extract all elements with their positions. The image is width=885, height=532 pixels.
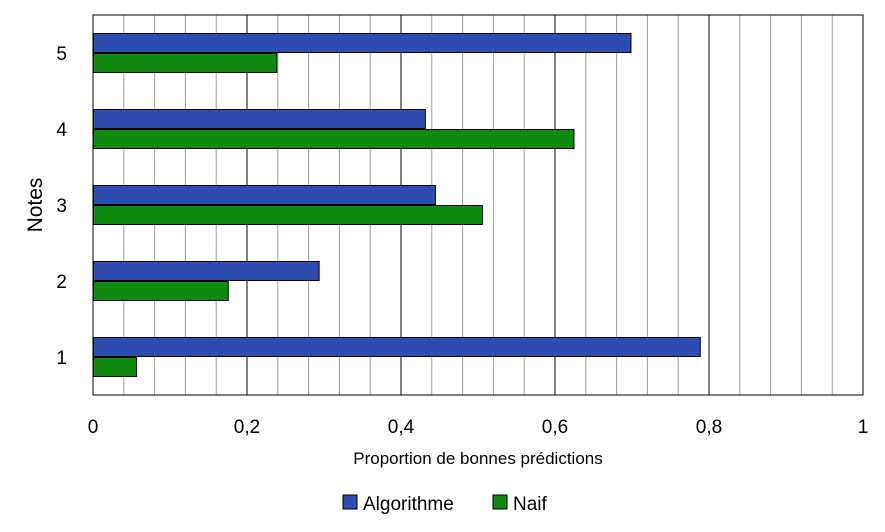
bar-algorithme-5 [93,33,632,53]
x-tick-label: 1 [858,417,869,438]
bar-algorithme-4 [93,109,426,129]
bar-naif-5 [93,53,278,73]
x-tick-label: 0,8 [696,417,722,438]
x-tick-labels: 0 0,2 0,4 0,6 0,8 1 [88,417,869,438]
y-tick-labels: 1 2 3 4 5 [56,44,67,369]
bars [93,33,701,377]
bar-algorithme-1 [93,337,701,357]
y-tick-label: 3 [56,196,67,217]
x-tick-label: 0,6 [542,417,568,438]
legend-swatch-algorithme [342,494,358,510]
y-tick-label: 2 [56,272,67,293]
legend-label-algorithme: Algorithme [363,494,454,515]
bar-naif-2 [93,281,229,301]
legend-swatch-naif [492,494,508,510]
bar-naif-3 [93,205,483,225]
y-tick-label: 4 [56,120,67,141]
x-tick-label: 0,4 [388,417,415,438]
bar-naif-1 [93,357,138,377]
bar-naif-4 [93,129,575,149]
x-tick-label: 0,2 [234,417,260,438]
legend: Algorithme Naif [342,494,548,515]
bar-algorithme-3 [93,185,436,205]
y-axis-title: Notes [24,178,47,233]
x-tick-label: 0 [88,417,99,438]
bar-algorithme-2 [93,261,320,281]
minor-grid [123,15,833,395]
x-axis-title: Proportion de bonnes prédictions [353,449,603,468]
y-tick-label: 5 [56,44,67,65]
legend-label-naif: Naif [513,494,548,515]
y-tick-label: 1 [56,348,67,369]
